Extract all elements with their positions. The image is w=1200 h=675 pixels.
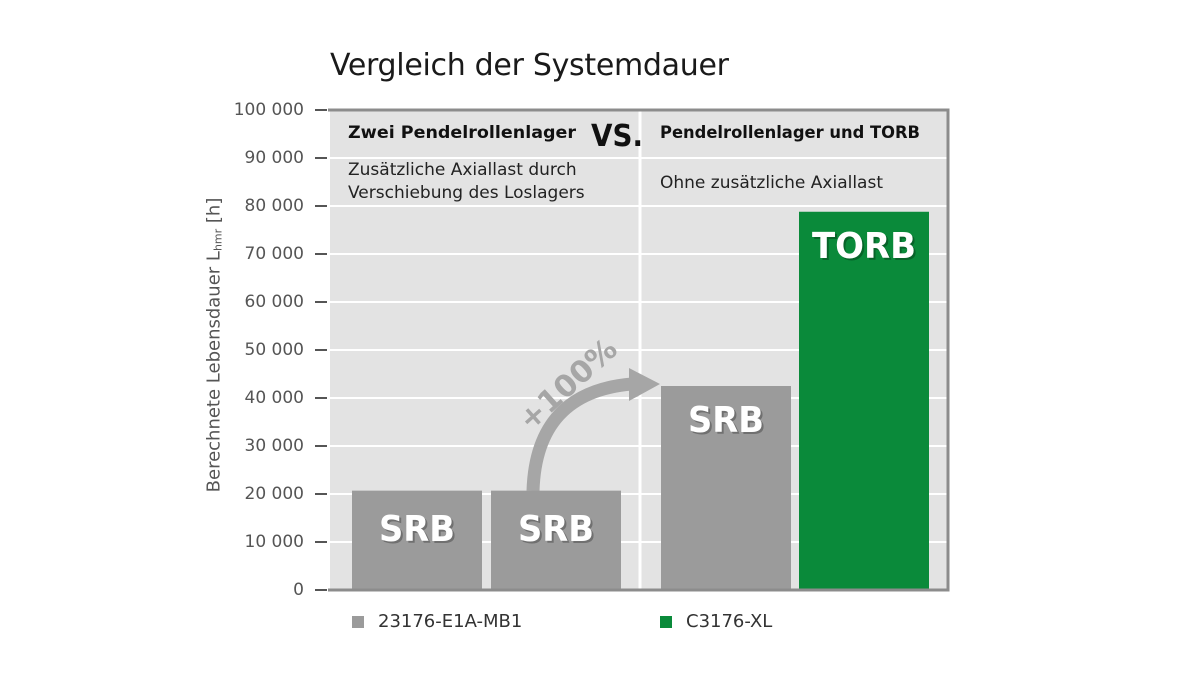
y-tick-label-2: 20 000: [244, 484, 304, 504]
y-tick-label-1: 10 000: [244, 532, 304, 552]
legend-label-green: C3176-XL: [686, 611, 773, 632]
increase-arrow-shaft: [526, 377, 633, 492]
chart-title: Vergleich der Systemdauer: [330, 48, 729, 83]
bar-2: [491, 490, 621, 589]
legend-item-grey: 23176-E1A-MB1: [352, 611, 522, 632]
vs-label: VS.: [591, 119, 643, 154]
bar-1: [352, 490, 482, 589]
bar-label-shadow-3: SRB: [690, 402, 766, 443]
increase-arrow-head: [629, 368, 660, 401]
y-tick-label-3: 30 000: [244, 436, 304, 456]
legend-swatch-green: [660, 615, 672, 628]
y-tick-label-9: 90 000: [244, 148, 304, 168]
panel-heading-right: Pendelrollenlager und TORB: [660, 123, 920, 143]
panel-subtitle-left-line-0: Zusätzliche Axiallast durch: [348, 160, 577, 180]
y-tick-label-10: 100 000: [233, 100, 304, 120]
bar-4: [799, 211, 929, 589]
y-tick-label-4: 40 000: [244, 388, 304, 408]
bar-label-shadow-2: SRB: [520, 511, 596, 552]
y-tick-label-6: 60 000: [244, 292, 304, 312]
y-tick-label-0: 0: [293, 580, 304, 600]
y-tick-label-7: 70 000: [244, 244, 304, 264]
panel-subtitle-left-line-1: Verschiebung des Loslagers: [348, 183, 585, 203]
legend-item-green: C3176-XL: [660, 611, 772, 632]
y-tick-label-8: 80 000: [244, 196, 304, 216]
bar-label-1: SRB: [379, 509, 455, 550]
bar-label-shadow-1: SRB: [381, 511, 457, 552]
bar-label-3: SRB: [688, 400, 764, 441]
bar-label-4: TORB: [812, 226, 916, 267]
legend-label-grey: 23176-E1A-MB1: [378, 611, 523, 632]
panel-heading-left: Zwei Pendelrollenlager: [348, 123, 577, 143]
plot-layer: Zwei Pendelrollenlager Pendelrollenlager …: [315, 108, 950, 592]
panel-subtitle-right-line-0: Ohne zusätzliche Axiallast: [660, 173, 883, 193]
bar-label-2: SRB: [518, 509, 594, 550]
y-tick-label-5: 50 000: [244, 340, 304, 360]
legend-swatch-grey: [352, 615, 364, 628]
bar-3: [661, 386, 791, 589]
bar-label-shadow-4: TORB: [814, 228, 918, 269]
